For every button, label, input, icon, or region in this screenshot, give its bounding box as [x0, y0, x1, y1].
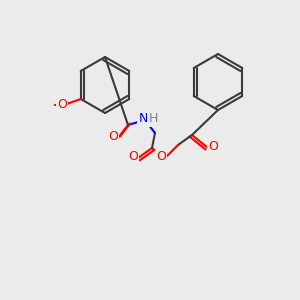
- Text: O: O: [57, 98, 67, 112]
- Text: O: O: [208, 140, 218, 154]
- Text: O: O: [128, 151, 138, 164]
- Text: H: H: [148, 112, 158, 125]
- Text: O: O: [108, 130, 118, 143]
- Text: N: N: [138, 112, 148, 125]
- Text: O: O: [156, 151, 166, 164]
